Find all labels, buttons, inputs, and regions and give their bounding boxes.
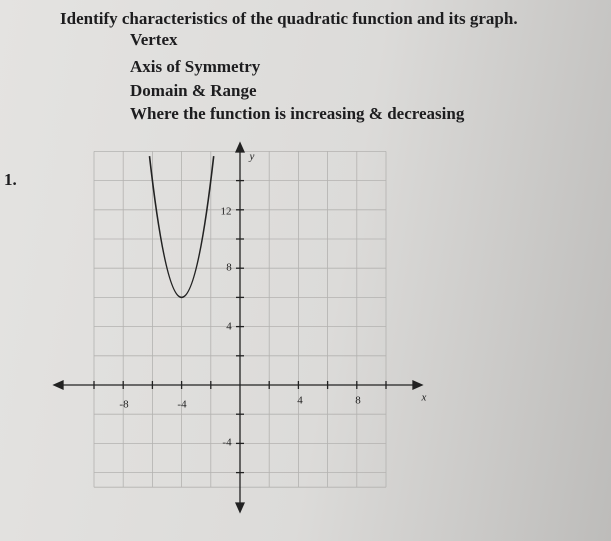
- item: Where the function is increasing & decre…: [130, 104, 465, 123]
- arrow: [52, 379, 64, 391]
- y-tick-label: -4: [222, 437, 232, 449]
- x-axis-label: x: [421, 392, 427, 404]
- y-axis-label: y: [249, 151, 255, 163]
- x-tick-label: 4: [297, 395, 303, 407]
- title: Identify characteristics of the quadrati…: [60, 9, 518, 28]
- arrow: [234, 141, 246, 153]
- x-tick-label: -8: [119, 399, 129, 411]
- problem-number: 1.: [4, 170, 17, 189]
- parabola: [148, 156, 215, 298]
- ticks: [93, 150, 387, 474]
- y-tick-label: 8: [226, 262, 232, 274]
- item: Axis of Symmetry: [130, 57, 261, 76]
- y-tick-label: 4: [226, 321, 232, 333]
- y-tick-label: 12: [221, 206, 232, 218]
- x-tick-label: -4: [177, 399, 187, 411]
- arrow: [412, 379, 424, 391]
- arrow: [234, 502, 246, 514]
- axes: [52, 141, 424, 514]
- item: Domain & Range: [130, 81, 257, 100]
- x-tick-label: 8: [355, 395, 361, 407]
- item: Vertex: [130, 30, 178, 49]
